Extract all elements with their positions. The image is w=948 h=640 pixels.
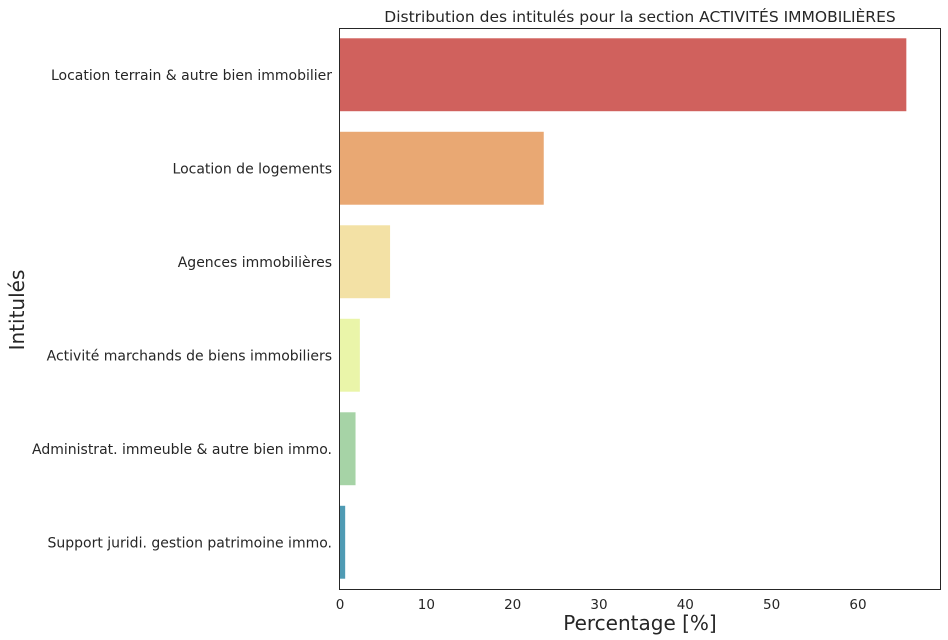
bars-group	[340, 38, 907, 579]
chart-title: Distribution des intitulés pour la secti…	[384, 7, 895, 26]
x-tick-label: 10	[418, 597, 435, 613]
x-tick-labels: 0 10 20 30 40 50 60	[336, 597, 867, 613]
bar	[340, 225, 391, 299]
plot-area-frame	[339, 28, 941, 590]
x-tick-label: 20	[504, 597, 521, 613]
bar	[340, 38, 907, 112]
bar	[340, 318, 360, 392]
category-label: Activité marchands de biens immobiliers	[47, 348, 332, 364]
x-tick-label: 40	[677, 597, 694, 613]
y-axis-title: Intitulés	[5, 270, 29, 351]
bar	[340, 505, 346, 579]
x-tick-label: 0	[336, 597, 345, 613]
bar	[340, 412, 356, 486]
bar	[340, 131, 544, 205]
category-label: Location de logements	[173, 161, 332, 177]
x-tick-label: 50	[763, 597, 780, 613]
category-label: Administrat. immeuble & autre bien immo.	[32, 442, 332, 458]
x-tick-label: 30	[590, 597, 607, 613]
category-label: Support juridi. gestion patrimoine immo.	[47, 535, 332, 551]
category-label: Location terrain & autre bien immobilier	[51, 68, 332, 84]
x-tick-label: 60	[849, 597, 866, 613]
category-labels: Location terrain & autre bien immobilier…	[32, 68, 332, 552]
category-label: Agences immobilières	[178, 255, 332, 271]
x-axis-title: Percentage [%]	[563, 611, 716, 635]
